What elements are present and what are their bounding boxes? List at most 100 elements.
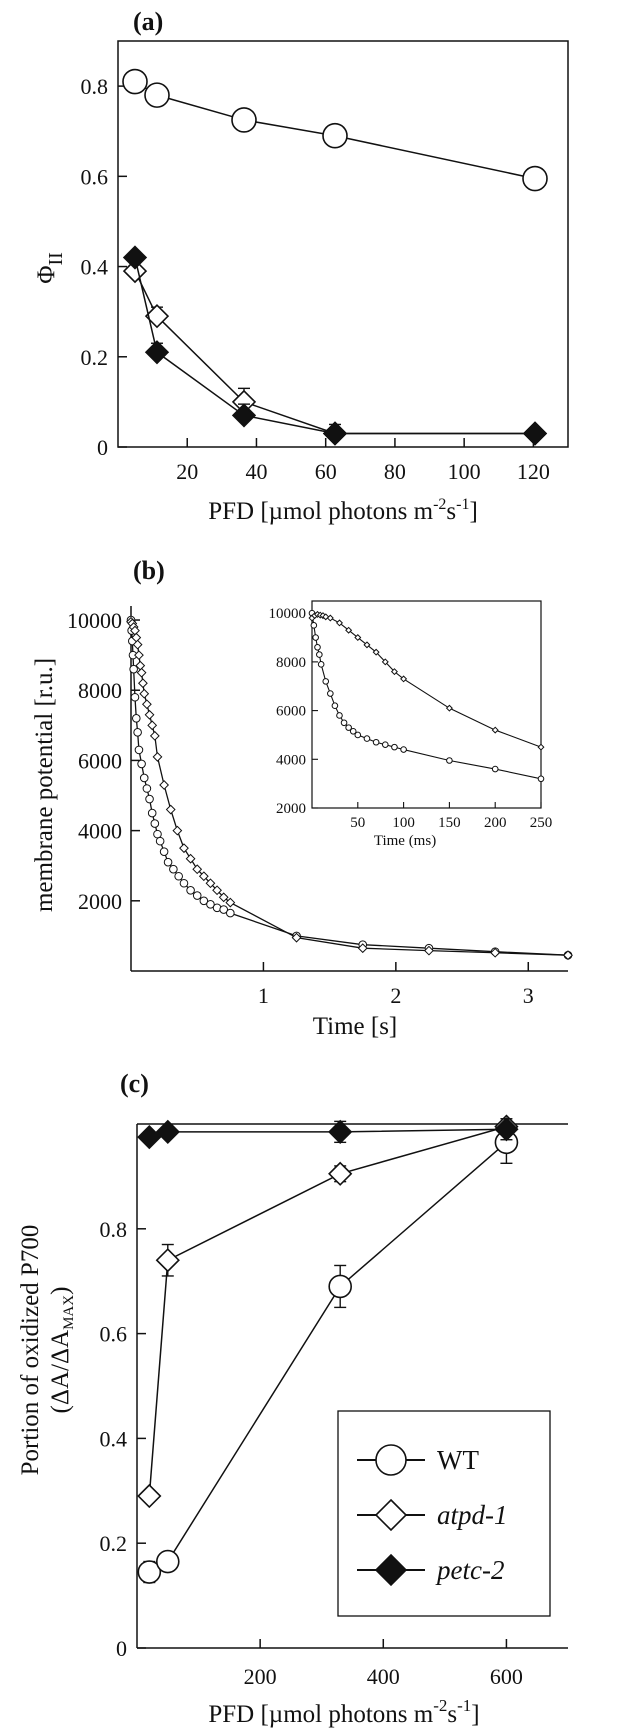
data-point <box>155 1549 180 1574</box>
y-axis-label-line2: (ΔA/ΔAMAX) <box>47 1287 77 1414</box>
inset-data-point <box>372 648 380 656</box>
x-axis-label-sup: -1 <box>456 496 469 513</box>
data-point <box>563 950 573 961</box>
data-point <box>231 403 257 428</box>
inset-chart: 2000 4000 6000 8000 10000 50 100 150 200 250 Time … <box>269 600 553 849</box>
data-point <box>494 1117 519 1142</box>
data-point <box>134 650 144 661</box>
data-point <box>291 932 302 943</box>
inset-y-tick-label: 10000 <box>269 606 307 622</box>
inset-data-point <box>354 731 362 739</box>
x-tick-label: 20 <box>176 459 198 484</box>
inset-data-point <box>391 743 398 751</box>
x-axis-label-part: PFD [ <box>208 1701 268 1728</box>
y-tick-label: 0.8 <box>81 74 109 99</box>
y-tick-label: 0.2 <box>81 345 109 370</box>
data-point <box>155 836 165 846</box>
inset-data-point <box>372 738 380 746</box>
x-axis-label-part: PFD [ <box>208 498 268 525</box>
data-point <box>159 780 170 790</box>
inset-series-line <box>311 613 542 780</box>
y-tick-label: 0 <box>116 1636 127 1661</box>
inset-data-point <box>491 765 499 773</box>
data-point <box>185 853 196 864</box>
data-point <box>522 421 548 446</box>
x-axis-label: PFD [µmol photons m-2s-1] <box>208 1696 479 1728</box>
inset-data-point <box>335 619 343 627</box>
data-point <box>144 709 155 720</box>
inset-data-point <box>400 746 407 753</box>
inset-data-point <box>310 622 318 629</box>
data-point <box>147 808 157 818</box>
legend-marker <box>374 1553 408 1587</box>
series-WT <box>137 1120 519 1584</box>
y-tick-label: 0.6 <box>81 164 109 189</box>
legend-frame <box>337 1410 551 1617</box>
data-point <box>133 728 142 737</box>
data-point <box>155 1119 180 1144</box>
panel-label: (a) <box>133 7 163 36</box>
data-point <box>225 897 236 908</box>
data-point <box>129 664 138 674</box>
data-point <box>226 908 235 918</box>
series-line <box>134 270 535 435</box>
series-atpd-1 <box>122 258 548 446</box>
inset-data-point <box>312 634 319 641</box>
data-point <box>357 943 368 954</box>
data-point <box>136 667 147 678</box>
x-axis-label-part: ] <box>471 1701 479 1728</box>
data-point <box>155 1248 180 1273</box>
inset-series-diamond-trace <box>308 610 545 751</box>
inset-x-tick-label: 250 <box>530 815 553 831</box>
x-tick-label: 200 <box>244 1664 277 1689</box>
y-tick-label: 6000 <box>78 748 122 773</box>
inset-x-tick-label: 100 <box>392 815 415 831</box>
inset-data-point <box>327 690 334 697</box>
data-point <box>137 1124 162 1150</box>
x-axis-label-part: s <box>446 498 456 525</box>
data-point <box>192 864 203 875</box>
panel-label: (c) <box>120 1069 149 1098</box>
x-axis-label: PFD [µmol photons m-2s-1] <box>208 496 478 525</box>
inset-data-point <box>381 741 389 748</box>
data-point <box>163 857 173 867</box>
y-tick-label: 4000 <box>78 819 122 844</box>
inset-data-point <box>445 704 453 712</box>
inset-data-point <box>537 743 545 751</box>
data-point <box>139 688 150 699</box>
data-point <box>144 340 170 365</box>
data-point <box>169 864 178 874</box>
x-axis-label-part: ] <box>469 498 477 525</box>
inset-data-point <box>537 775 545 783</box>
inset-data-point <box>446 757 453 764</box>
data-point <box>132 639 143 650</box>
x-tick-label: 100 <box>448 459 481 484</box>
y-axis-label: membrane potential [r.u.] <box>31 658 58 912</box>
inset-data-point <box>340 719 348 727</box>
series-line <box>148 1125 507 1497</box>
panel-label: (b) <box>133 556 165 585</box>
data-point <box>212 885 222 896</box>
panel-b-chart: (b) 2000 4000 6000 8000 10000 1 2 3 Time [s] membr… <box>31 556 573 1040</box>
data-point <box>198 871 209 882</box>
y-tick-label: 0.2 <box>100 1531 128 1556</box>
inset-y-tick-label: 6000 <box>276 704 306 720</box>
series-petc-2 <box>122 245 548 446</box>
x-tick-label: 120 <box>517 459 550 484</box>
panel-a-chart: (a) 0 0.2 0.4 0.6 0.8 20 40 60 80 100 120 PFD [µmol … <box>33 7 569 525</box>
data-point <box>328 1161 353 1186</box>
data-point <box>490 947 501 958</box>
data-point <box>174 871 183 881</box>
y-axis-label-part: Φ <box>33 266 60 284</box>
inset-frame <box>311 600 542 809</box>
inset-data-point <box>363 641 371 649</box>
data-point <box>218 892 229 903</box>
data-point <box>137 759 146 769</box>
y-axis-label: ΦII <box>33 252 67 284</box>
x-tick-label: 40 <box>245 459 267 484</box>
legend-marker <box>374 1498 408 1532</box>
data-point <box>186 885 195 895</box>
inset-x-tick-label: 150 <box>438 815 461 831</box>
panel-c-chart: (c) 0 0.2 0.4 0.6 0.8 200 400 600 PFD [µmol photo… <box>17 1069 568 1728</box>
legend-item: atpd-1 <box>357 1498 508 1532</box>
